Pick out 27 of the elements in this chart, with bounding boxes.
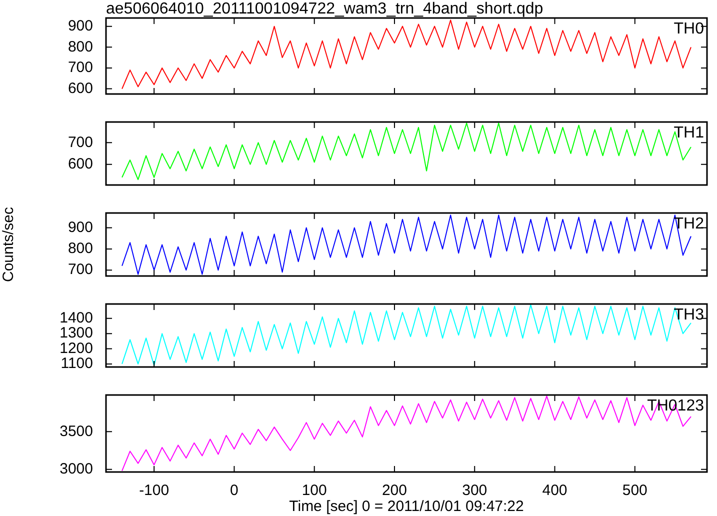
x-tick-label: 300	[462, 482, 488, 500]
chart-title: ae506064010_20111001094722_wam3_trn_4band_short.qdp	[106, 0, 544, 18]
y-axis-title: Counts/sec	[0, 206, 18, 282]
y-tick-label: 900	[68, 218, 93, 236]
y-tick-label: 700	[68, 261, 93, 278]
x-tick-label: 100	[302, 482, 327, 500]
x-tick-label: -100	[139, 482, 170, 500]
y-tick-label: 600	[68, 156, 93, 173]
x-axis-title: Time [sec] 0 = 2011/10/01 09:47:22	[289, 498, 524, 516]
y-tick-label: 700	[68, 134, 93, 151]
series-label: TH1	[674, 124, 704, 142]
y-tick-label: 1400	[60, 310, 93, 327]
x-tick-label: 200	[382, 482, 407, 500]
y-tick-label: 1100	[60, 355, 93, 372]
y-tick-label: 1300	[60, 324, 93, 342]
y-tick-label: 3500	[60, 422, 93, 440]
x-tick-label: 500	[622, 482, 648, 500]
x-tick-label: 400	[542, 482, 568, 500]
y-tick-label: 700	[68, 59, 93, 76]
y-tick-label: 800	[68, 38, 93, 56]
y-tick-label: 900	[68, 17, 93, 34]
y-tick-label: 800	[68, 240, 93, 258]
y-tick-label: 3000	[60, 460, 93, 478]
y-tick-label: 1200	[60, 340, 93, 357]
y-tick-label: 600	[68, 80, 93, 97]
x-tick-label: 0	[230, 482, 238, 500]
series-label: TH0	[674, 20, 704, 38]
